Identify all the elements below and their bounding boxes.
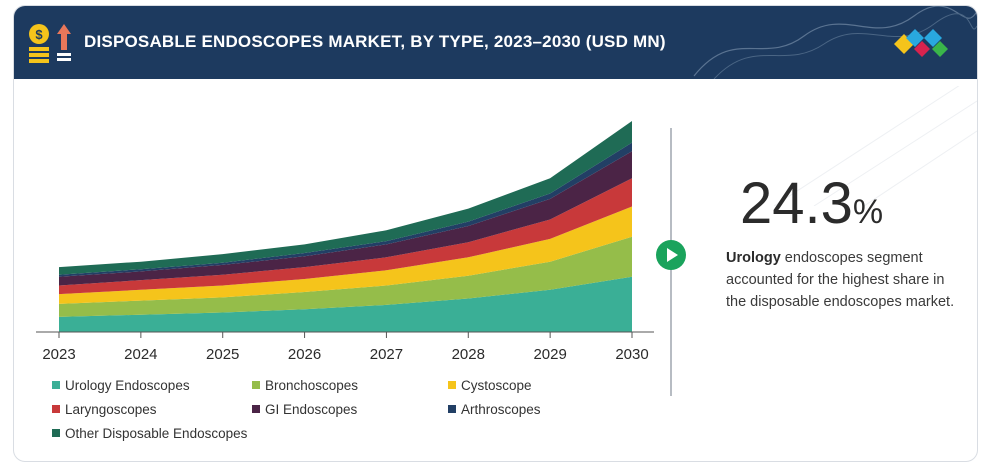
legend-swatch (52, 429, 60, 437)
legend-label: Other Disposable Endoscopes (65, 426, 248, 441)
legend-swatch (448, 381, 456, 389)
highlight-text: endoscopes segment accounted for the hig… (726, 250, 955, 310)
legend-item: Other Disposable Endoscopes (52, 426, 247, 441)
legend-swatch (252, 381, 260, 389)
highlight-description: Urology endoscopes segment accounted for… (726, 247, 956, 313)
money-growth-icon: $ (29, 24, 71, 63)
stacked-area-chart: 2023 2024 2025 2026 2027 2028 2029 2030 (36, 121, 654, 363)
x-tick-label: 2030 (615, 346, 648, 363)
legend-swatch (448, 405, 456, 413)
play-button[interactable] (656, 240, 686, 270)
highlight-bold-word: Urology (726, 250, 781, 266)
decorative-lines (774, 86, 977, 206)
area-series-other-disposable-endoscopes (59, 121, 632, 275)
x-tick-label: 2024 (124, 346, 157, 363)
area-series-laryngoscopes (59, 178, 632, 295)
highlight-stat: 24.3% (740, 170, 883, 237)
brand-logo-icon (894, 29, 948, 57)
stat-unit: % (852, 193, 884, 231)
legend-item: GI Endoscopes (252, 402, 357, 417)
x-tick-label: 2027 (370, 346, 403, 363)
header-banner: $ DISPOSABLE ENDOSCOPES MARKET, BY TYPE,… (14, 6, 977, 79)
legend-label: Laryngoscopes (65, 402, 157, 417)
legend-label: Arthroscopes (461, 402, 541, 417)
area-series-arthroscopes (59, 142, 632, 277)
area-series-cystoscope (59, 206, 632, 304)
legend-item: Urology Endoscopes (52, 378, 190, 393)
infographic-card: $ DISPOSABLE ENDOSCOPES MARKET, BY TYPE,… (13, 5, 978, 462)
area-series-bronchoscopes (59, 236, 632, 317)
legend-label: Cystoscope (461, 378, 532, 393)
area-series-gi-endoscopes (59, 151, 632, 286)
decorative-wave (693, 6, 977, 79)
legend-label: GI Endoscopes (265, 402, 358, 417)
x-tick-label: 2026 (288, 346, 321, 363)
legend-label: Bronchoscopes (265, 378, 359, 393)
legend-item: Cystoscope (448, 378, 532, 393)
legend-item: Laryngoscopes (52, 402, 157, 417)
x-tick-label: 2023 (42, 346, 75, 363)
legend-label: Urology Endoscopes (65, 378, 190, 393)
legend-swatch (52, 381, 60, 389)
legend-swatch (52, 405, 60, 413)
legend-item: Arthroscopes (448, 402, 541, 417)
stat-value: 24.3 (740, 171, 853, 236)
legend-item: Bronchoscopes (252, 378, 358, 393)
svg-text:$: $ (35, 27, 43, 42)
chart-title: DISPOSABLE ENDOSCOPES MARKET, BY TYPE, 2… (84, 32, 666, 51)
x-tick-label: 2028 (452, 346, 485, 363)
area-series-urology-endoscopes (59, 276, 632, 332)
x-tick-label: 2025 (206, 346, 239, 363)
x-tick-label: 2029 (533, 346, 566, 363)
legend-swatch (252, 405, 260, 413)
